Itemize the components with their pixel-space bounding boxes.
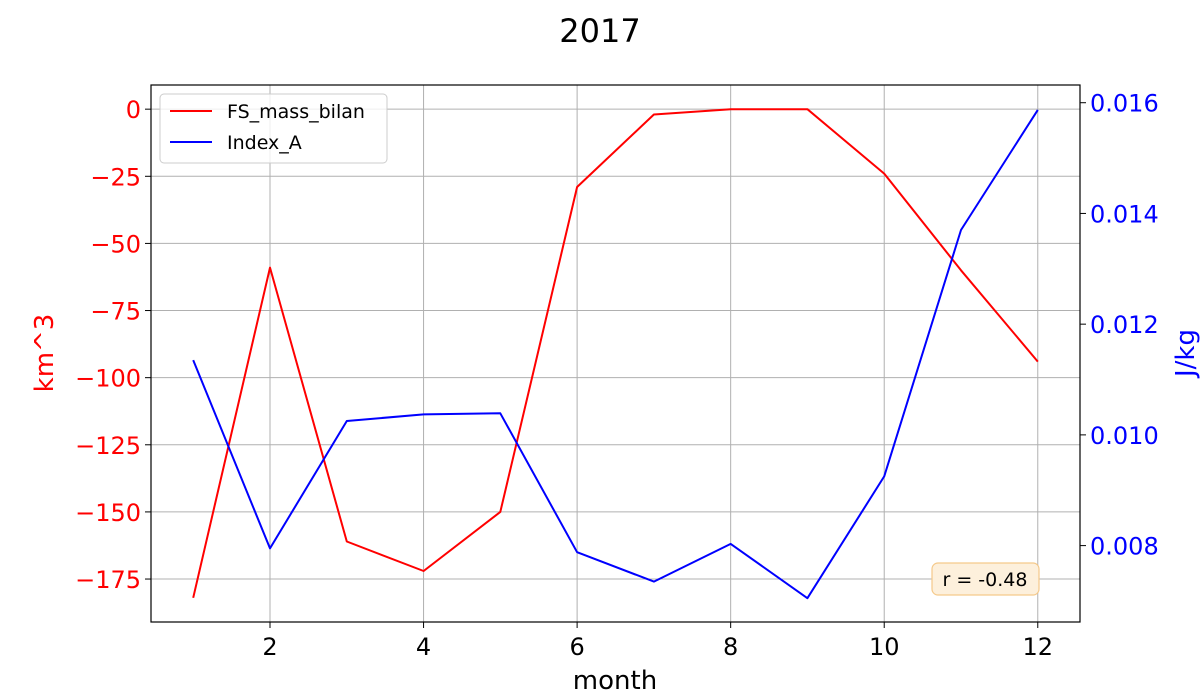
y-left-tick-label: −150 bbox=[75, 499, 141, 527]
legend-label-index-a: Index_A bbox=[227, 132, 302, 154]
x-tick-label: 10 bbox=[869, 633, 900, 661]
x-axis-label: month bbox=[573, 666, 657, 696]
y-right-tick-label: 0.016 bbox=[1090, 90, 1159, 118]
series-layer bbox=[192, 108, 1039, 600]
y-left-tick-label: −25 bbox=[90, 163, 141, 191]
annotation-box bbox=[931, 562, 1040, 596]
x-tick-label: 8 bbox=[723, 633, 738, 661]
x-tick-label: 4 bbox=[416, 633, 431, 661]
y-left-tick-label: −125 bbox=[75, 432, 141, 460]
y-right-tick-label: 0.010 bbox=[1090, 422, 1159, 450]
y-left-tick-label: −175 bbox=[75, 566, 141, 594]
y-axis-left-label: km^3 bbox=[30, 314, 60, 393]
ticks: 2 4 6 8 10 12 0 −25 −50 −75 −100 −125 −150 −175 0.008 0… bbox=[75, 90, 1159, 661]
y-right-tick-label: 0.012 bbox=[1090, 311, 1159, 339]
y-right-tick-label: 0.014 bbox=[1090, 200, 1159, 228]
x-tick-label: 6 bbox=[569, 633, 584, 661]
y-left-tick-label: −50 bbox=[90, 230, 141, 258]
chart-title: 2017 bbox=[559, 12, 640, 50]
legend-box bbox=[159, 93, 388, 164]
y-left-tick-label: 0 bbox=[126, 96, 141, 124]
grid bbox=[151, 85, 1080, 622]
x-tick-label: 12 bbox=[1022, 633, 1053, 661]
annotation-text: r = -0.48 bbox=[943, 569, 1028, 591]
y-left-tick-label: −100 bbox=[75, 365, 141, 393]
y-right-tick-label: 0.008 bbox=[1090, 533, 1159, 561]
y-axis-right-label: J/kg bbox=[1171, 329, 1200, 379]
correlation-annotation: r = -0.48 bbox=[931, 562, 1040, 596]
series-line-fs-mass-bilan bbox=[192, 108, 1039, 599]
x-tick-label: 2 bbox=[262, 633, 277, 661]
series-line-index-a bbox=[192, 109, 1039, 600]
y-left-tick-label: −75 bbox=[90, 298, 141, 326]
legend: FS_mass_bilan Index_A bbox=[159, 93, 388, 164]
legend-label-fs-mass-bilan: FS_mass_bilan bbox=[227, 101, 365, 123]
plot-frame bbox=[150, 84, 1081, 623]
